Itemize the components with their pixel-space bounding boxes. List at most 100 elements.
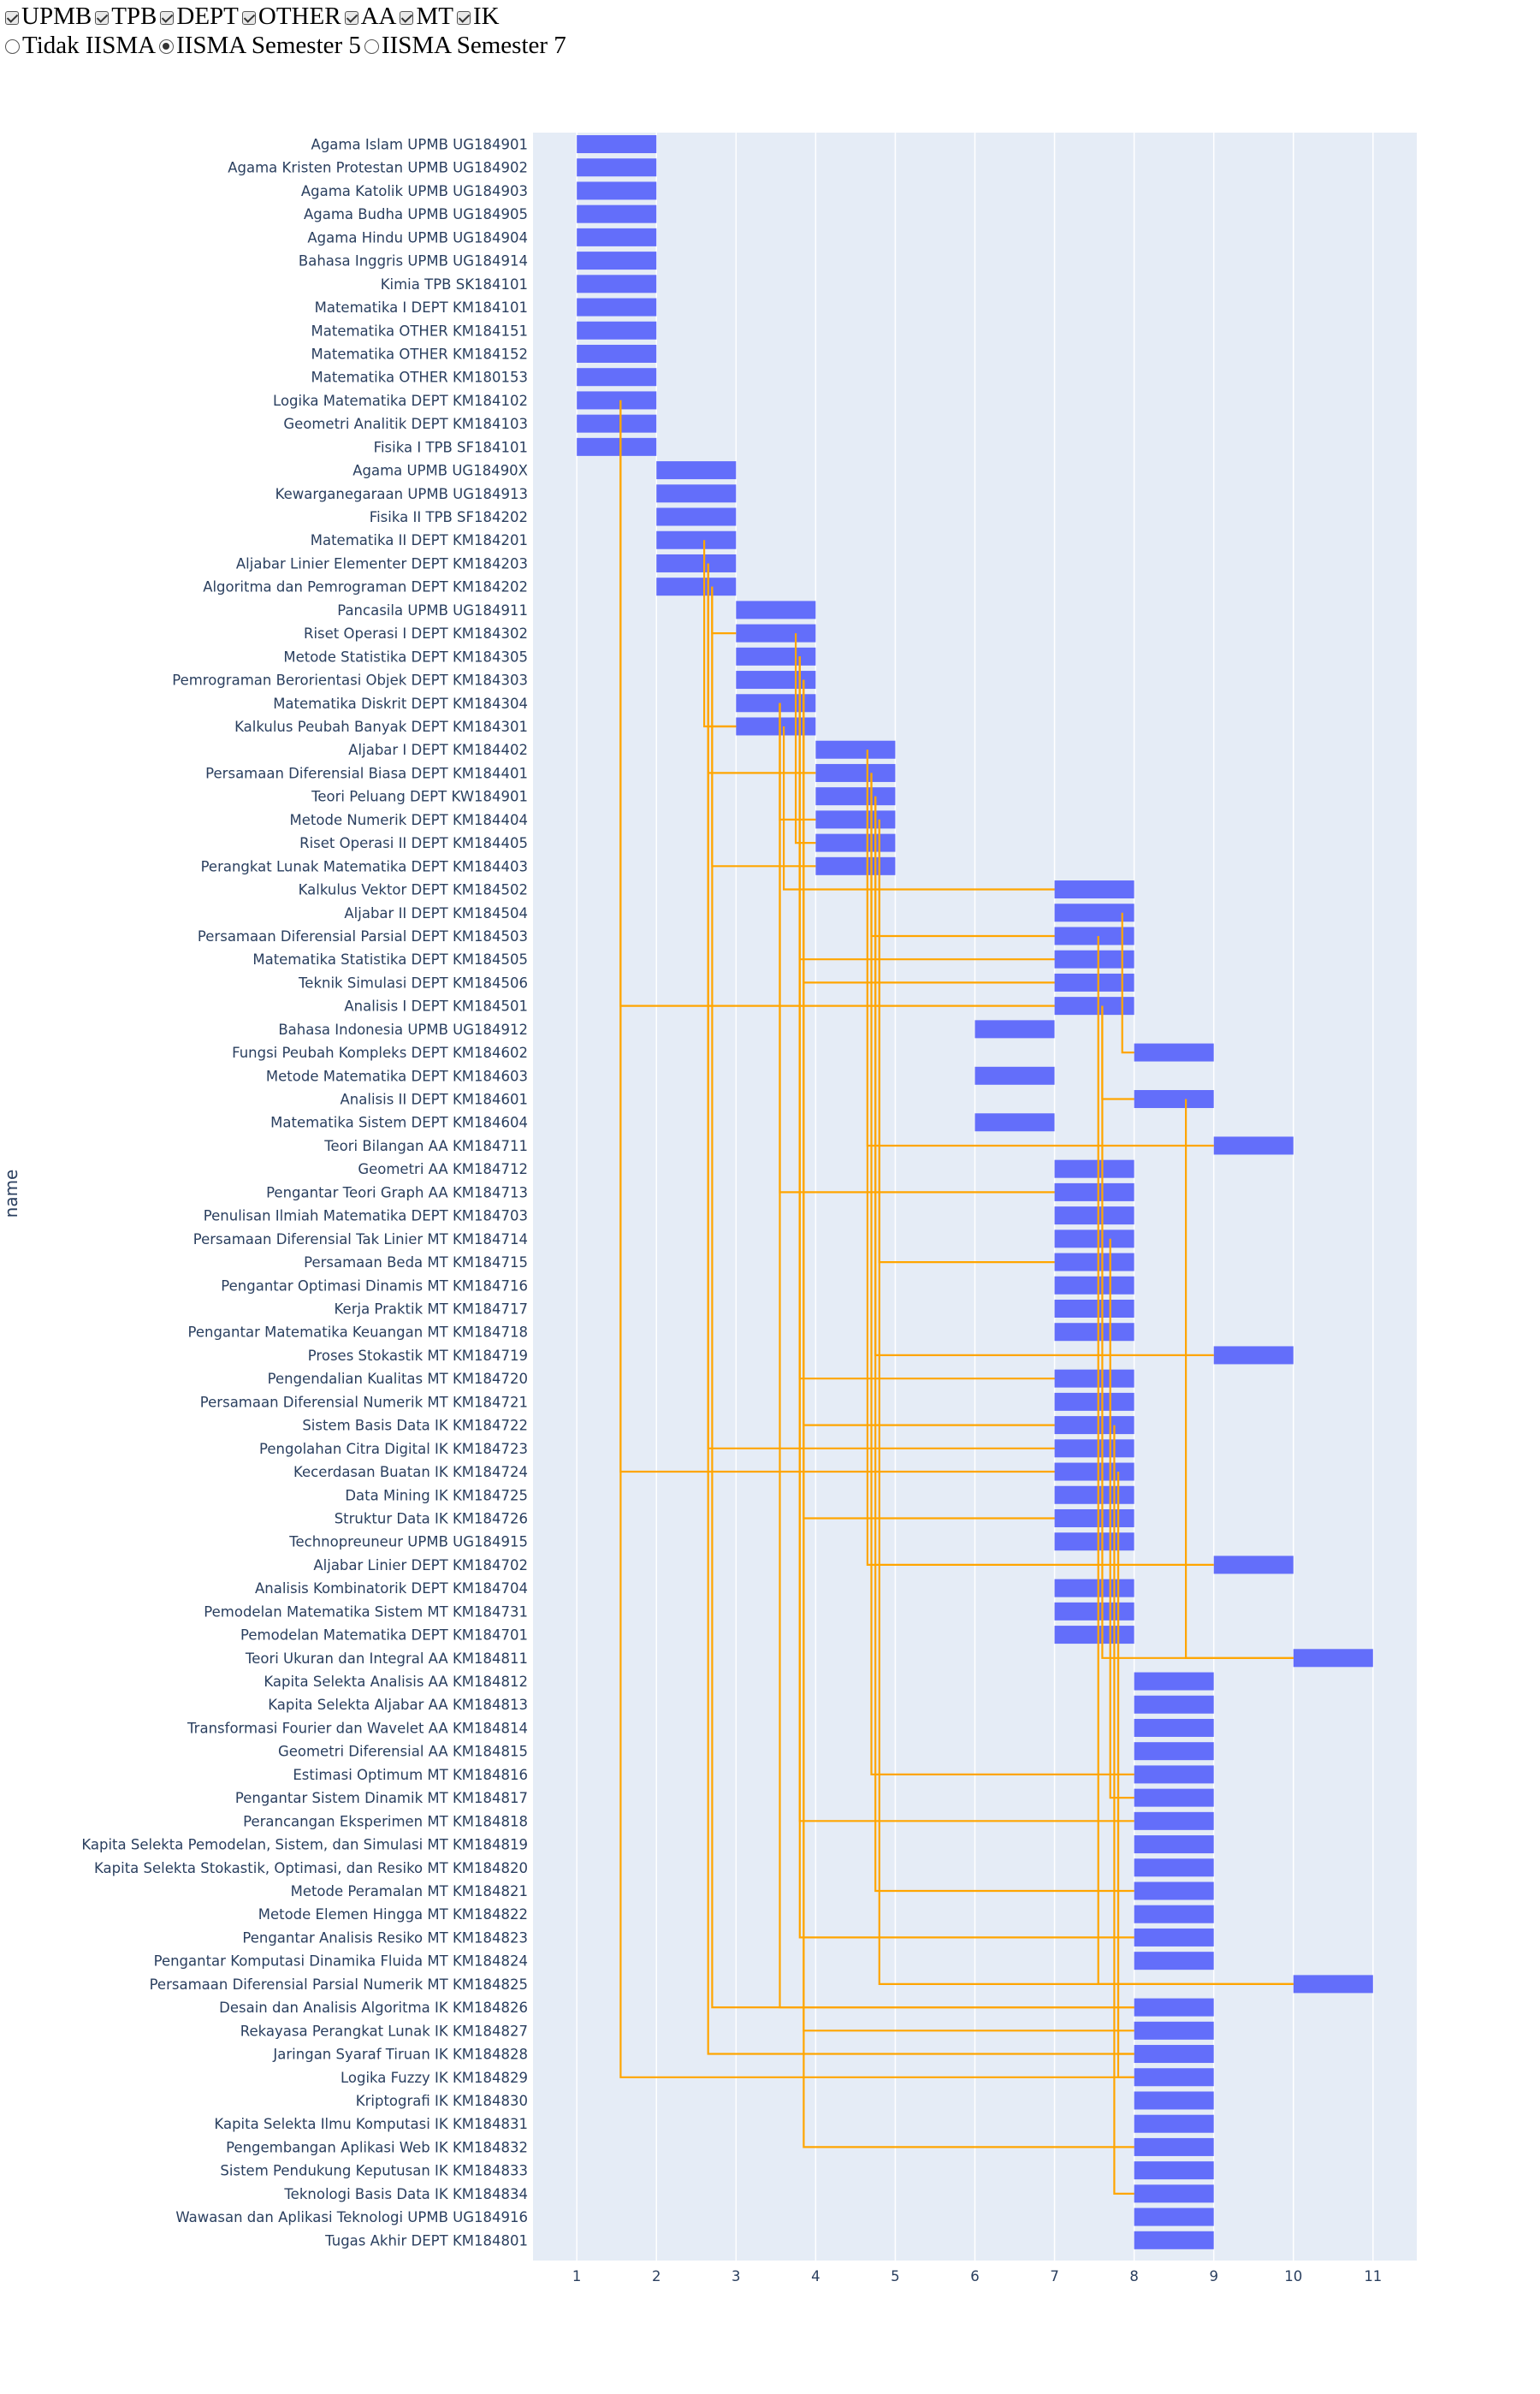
y-tick-label: Matematika Diskrit DEPT KM184304: [273, 696, 528, 712]
checkbox-label: AA: [360, 3, 397, 30]
y-tick-label: Aljabar II DEPT KM184504: [344, 905, 528, 921]
y-tick-label: Teori Peluang DEPT KW184901: [311, 789, 528, 805]
checkbox-box[interactable]: [5, 11, 19, 25]
y-tick-label: Bahasa Indonesia UPMB UG184912: [278, 1022, 528, 1038]
course-bar: [577, 344, 657, 363]
y-tick-label: Agama Kristen Protestan UPMB UG184902: [228, 160, 528, 176]
radio-iisma-semester-5[interactable]: IISMA Semester 5: [159, 31, 361, 60]
course-bar: [656, 530, 737, 549]
checkbox-other[interactable]: OTHER: [241, 2, 341, 31]
y-tick-label: Teknologi Basis Data IK KM184834: [283, 2186, 528, 2202]
radio-label: Tidak IISMA: [22, 32, 157, 59]
checkbox-aa[interactable]: AA: [344, 2, 397, 31]
course-bar: [1054, 1276, 1134, 1295]
course-bar: [1134, 1952, 1214, 1970]
y-tick-label: Persamaan Diferensial Tak Linier MT KM18…: [193, 1231, 528, 1247]
course-bar: [1134, 2207, 1214, 2226]
checkbox-upmb[interactable]: UPMB: [5, 2, 92, 31]
course-bar: [577, 135, 657, 153]
y-tick-label: Geometri Analitik DEPT KM184103: [283, 416, 528, 432]
course-bar: [1134, 2021, 1214, 2040]
y-tick-label: Pemrograman Berorientasi Objek DEPT KM18…: [172, 673, 528, 689]
checkbox-label: DEPT: [176, 3, 239, 30]
x-tick-label: 2: [652, 2268, 661, 2284]
checkbox-box[interactable]: [160, 11, 175, 25]
course-bar: [1054, 904, 1134, 922]
prerequisite-link: [783, 726, 1055, 891]
y-tick-label: Pancasila UPMB UG184911: [337, 602, 528, 619]
course-bar: [1054, 927, 1134, 945]
checkbox-tpb[interactable]: TPB: [95, 2, 157, 31]
y-tick-label: Pemodelan Matematika Sistem MT KM184731: [204, 1603, 528, 1620]
y-tick-label: Teori Ukuran dan Integral AA KM184811: [245, 1650, 528, 1667]
checkbox-box[interactable]: [400, 11, 414, 25]
y-tick-label: Kapita Selekta Aljabar AA KM184813: [268, 1697, 528, 1713]
radio-tidak-iisma[interactable]: Tidak IISMA: [5, 31, 156, 60]
y-tick-label: Fisika II TPB SF184202: [370, 509, 528, 525]
x-tick-label: 10: [1284, 2268, 1302, 2284]
y-tick-label: Pengantar Teori Graph AA KM184713: [266, 1184, 528, 1200]
prerequisite-link: [1113, 1425, 1134, 2195]
y-tick-label: Pemodelan Matematika DEPT KM184701: [240, 1627, 528, 1644]
y-tick-label: Matematika OTHER KM184152: [311, 346, 528, 362]
checkbox-ik[interactable]: IK: [456, 2, 500, 31]
x-tick-label: 9: [1209, 2268, 1218, 2284]
course-bar: [1134, 2045, 1214, 2064]
x-tick-label: 11: [1364, 2268, 1382, 2284]
prerequisite-link: [1121, 912, 1134, 1054]
course-bar: [577, 181, 657, 200]
y-tick-label: Logika Matematika DEPT KM184102: [273, 393, 528, 409]
x-tick-label: 1: [572, 2268, 582, 2284]
course-bar: [815, 856, 896, 875]
y-tick-label: Riset Operasi II DEPT KM184405: [299, 835, 528, 851]
checkbox-label: MT: [416, 3, 453, 30]
y-tick-label: Fisika I TPB SF184101: [374, 439, 528, 455]
course-bar: [1134, 2137, 1214, 2156]
prerequisite-link: [1185, 1099, 1294, 1659]
course-bar: [1134, 2184, 1214, 2203]
radio-button[interactable]: [159, 39, 175, 54]
course-bar: [656, 578, 737, 596]
checkbox-mt[interactable]: MT: [400, 2, 453, 31]
checkbox-box[interactable]: [344, 11, 358, 25]
checkbox-dept[interactable]: DEPT: [160, 2, 239, 31]
y-axis-title: name: [1, 1170, 21, 1218]
iisma-radio-group: Tidak IISMA IISMA Semester 5 IISMA Semeste…: [5, 31, 570, 60]
y-tick-label: Persamaan Diferensial Biasa DEPT KM18440…: [205, 765, 528, 781]
checkbox-box[interactable]: [241, 11, 256, 25]
course-bar: [1134, 1672, 1214, 1691]
checkbox-box[interactable]: [95, 11, 110, 25]
category-checkboxes: UPMB TPB DEPT OTHER AA MT IK: [5, 2, 570, 31]
course-bar: [815, 787, 896, 806]
course-bar: [1213, 1136, 1294, 1155]
radio-button[interactable]: [5, 39, 20, 54]
course-bar: [577, 252, 657, 270]
course-bar: [974, 1066, 1055, 1085]
radio-iisma-semester-7[interactable]: IISMA Semester 7: [364, 31, 566, 60]
course-bar: [1134, 2068, 1214, 2087]
y-tick-label: Logika Fuzzy IK KM184829: [341, 2070, 528, 2086]
course-bar: [1134, 1090, 1214, 1109]
course-bar: [815, 810, 896, 829]
y-tick-label: Metode Peramalan MT KM184821: [291, 1883, 528, 1899]
y-tick-label: Geometri Diferensial AA KM184815: [278, 1744, 528, 1760]
checkbox-label: IK: [472, 3, 500, 30]
course-bar: [1054, 950, 1134, 969]
y-tick-label: Riset Operasi I DEPT KM184302: [304, 625, 528, 642]
x-tick-label: 7: [1050, 2268, 1059, 2284]
course-bar: [1054, 1253, 1134, 1271]
course-bar: [577, 204, 657, 223]
checkbox-box[interactable]: [456, 11, 471, 25]
y-tick-label: Pengantar Analisis Resiko MT KM184823: [242, 1929, 528, 1946]
y-tick-label: Kapita Selekta Pemodelan, Sistem, dan Si…: [81, 1837, 528, 1853]
y-tick-label: Perancangan Eksperimen MT KM184818: [243, 1813, 528, 1829]
y-tick-label: Persamaan Diferensial Parsial DEPT KM184…: [198, 928, 528, 945]
course-bar: [1054, 1392, 1134, 1411]
radio-button[interactable]: [364, 39, 379, 54]
y-tick-label: Kapita Selekta Analisis AA KM184812: [264, 1674, 528, 1690]
course-bar: [656, 507, 737, 526]
course-bar: [1134, 1928, 1214, 1947]
y-tick-label: Metode Matematika DEPT KM184603: [266, 1068, 528, 1084]
prerequisite-link: [619, 400, 1134, 2078]
course-bar: [1134, 2231, 1214, 2249]
